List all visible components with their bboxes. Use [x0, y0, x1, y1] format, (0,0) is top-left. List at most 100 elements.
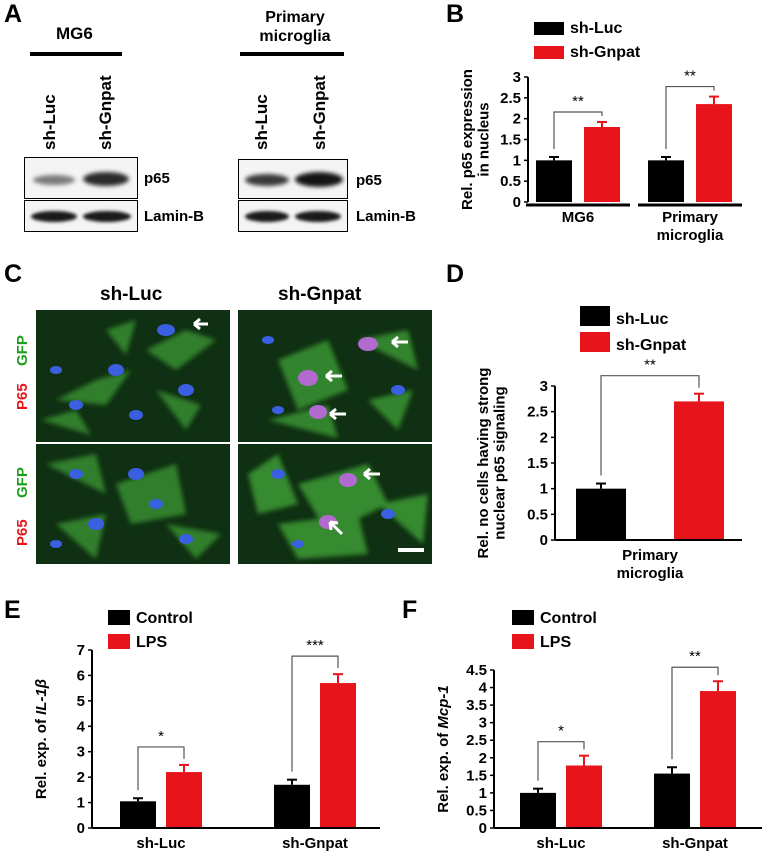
y-tick-label: 3: [540, 378, 548, 395]
y-tick-label: 2.5: [500, 90, 521, 107]
blot-label-p65: p65: [144, 170, 170, 187]
panel-label-c: C: [4, 260, 23, 288]
blot-mg6-lamin-b: [24, 200, 138, 232]
category-label-1: microglia: [657, 227, 724, 244]
y-tick-label: 1.5: [527, 455, 548, 472]
bar-lps-1: [320, 683, 356, 828]
y-tick-label: 0: [479, 820, 487, 837]
significance-marker: **: [572, 93, 584, 110]
y-tick-label: 2: [540, 429, 548, 446]
significance-bracket: [600, 375, 700, 476]
stain-label-gfp-row2: GFP: [14, 467, 31, 498]
legend-swatch-1: [580, 332, 610, 352]
y-tick-label: 7: [77, 642, 85, 659]
blot-mg6-p65: [24, 157, 138, 199]
legend-label-0: sh-Luc: [616, 311, 669, 328]
legend-swatch-0: [512, 610, 534, 625]
blot-primary-p65: [238, 159, 348, 199]
y-tick-label: 6: [77, 667, 85, 684]
bar-sh-gnpat-0: [584, 127, 620, 202]
significance-bracket: [553, 111, 603, 149]
y-tick-label: 5: [77, 693, 85, 710]
panel-label-e: E: [4, 596, 21, 624]
legend-swatch-0: [534, 22, 564, 35]
legend-swatch-1: [512, 634, 534, 649]
y-tick-label: 1: [513, 152, 521, 169]
category-label-1: sh-Gnpat: [282, 835, 348, 852]
category-label-1: Primary: [662, 209, 719, 226]
legend-label-1: sh-Gnpat: [616, 337, 687, 354]
y-axis-label-line: Rel. p65 expression: [459, 69, 476, 210]
stain-label-gfp-row1: GFP: [14, 335, 31, 366]
y-tick-label: 2: [513, 111, 521, 128]
y-axis-label: Rel. exp. of IL-1β: [33, 679, 50, 799]
legend-label-0: sh-Luc: [570, 20, 623, 37]
col-label-sh-gnpat: sh-Gnpat: [278, 284, 362, 305]
micrograph-sh-luc-1: [36, 310, 230, 442]
y-axis-label: Rel. exp. of Mcp-1: [435, 685, 452, 813]
bar-lps-1: [700, 691, 736, 828]
legend-label-1: LPS: [136, 634, 167, 651]
bar-sh-luc-0: [536, 160, 572, 202]
y-tick-label: 0: [540, 532, 548, 549]
band: [295, 211, 341, 222]
y-axis-label-text: Rel. exp. of: [435, 729, 452, 813]
category-label-0: sh-Luc: [136, 835, 185, 852]
lane-label-mg6-sh-gnpat: sh-Gnpat: [96, 75, 115, 150]
y-tick-label: 0.5: [527, 506, 548, 523]
bar-sh-gnpat-1: [696, 104, 732, 202]
y-tick-label: 1: [77, 795, 85, 812]
stain-label-p65-row1: P65: [14, 383, 31, 410]
y-tick-label: 2: [479, 750, 487, 767]
y-axis-label: Rel. no cells having strongnuclear p65 s…: [475, 368, 509, 559]
bar-control-1: [654, 773, 690, 828]
micrograph-sh-gnpat-2: [238, 444, 432, 564]
chart-d: sh-Luc sh-Gnpat 0 0.5 1 1.5 2 2.5 3 Rel. no cells…: [475, 306, 742, 582]
y-axis-label-gene: Mcp-1: [435, 685, 452, 728]
y-tick-label: 3.5: [466, 697, 487, 714]
y-tick-label: 1: [540, 481, 548, 498]
y-tick-label: 2.5: [466, 732, 487, 749]
panel-label-f: F: [402, 596, 418, 624]
micrograph-sh-gnpat-1: [238, 310, 432, 442]
y-tick-label: 4.5: [466, 662, 487, 679]
y-tick-label: 4: [479, 680, 488, 697]
panel-label-d: D: [446, 260, 465, 288]
significance-bracket: [137, 746, 185, 791]
significance-bracket: [665, 85, 715, 149]
band: [245, 174, 289, 186]
significance-marker: ***: [306, 637, 324, 654]
y-tick-label: 2.5: [527, 404, 548, 421]
band: [83, 211, 131, 222]
significance-bracket: [671, 666, 719, 760]
significance-marker: **: [689, 648, 701, 665]
band: [83, 172, 129, 186]
panel-label-b: B: [446, 0, 465, 28]
stain-label-p65-row2: P65: [14, 519, 31, 546]
y-axis-label-text: Rel. exp. of: [33, 715, 50, 799]
lane-label-primary-sh-gnpat: sh-Gnpat: [310, 75, 329, 150]
legend-label-0: Control: [540, 610, 597, 627]
legend-swatch-1: [108, 634, 130, 649]
scale-bar: [398, 548, 424, 552]
cell-line-primary-label: Primary microglia: [259, 9, 331, 45]
significance-marker: *: [158, 728, 164, 745]
y-tick-label: 3: [513, 69, 521, 86]
y-tick-label: 0: [77, 820, 85, 837]
lane-label-mg6-sh-luc: sh-Luc: [40, 94, 59, 150]
chart-e: Control LPS 0 1 2 3 4 5 6 7 Rel. exp. of IL-1β * sh-…: [33, 610, 380, 852]
panel-label-a: A: [4, 0, 23, 28]
category-label-0: microglia: [617, 565, 684, 582]
category-label-0: MG6: [562, 209, 595, 226]
bar-control-0: [520, 792, 556, 828]
y-tick-label: 1: [479, 785, 487, 802]
chart-f: Control LPS 00.511.522.533.544.5 Rel. exp. …: [435, 610, 762, 852]
category-label-0: sh-Luc: [536, 835, 585, 852]
legend-swatch-1: [534, 46, 564, 59]
blot-label-p65-primary: p65: [356, 172, 382, 189]
micrograph-sh-luc-2: [36, 444, 230, 564]
y-axis-label-gene: IL-1β: [33, 679, 50, 715]
y-tick-label: 2: [77, 769, 85, 786]
cell-line-primary-underline: [240, 52, 344, 56]
cell-line-mg6-label: MG6: [56, 24, 93, 43]
